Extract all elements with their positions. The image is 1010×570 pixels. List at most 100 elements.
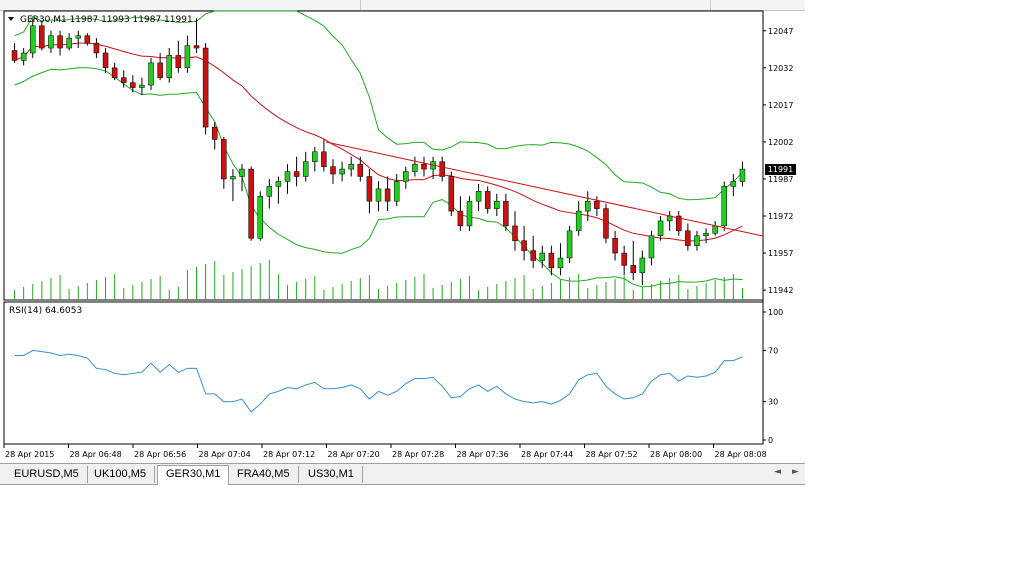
candle-body xyxy=(694,235,700,246)
rsi-line xyxy=(14,349,743,413)
candle-body xyxy=(603,208,609,239)
candle-body xyxy=(11,50,18,61)
moving-average xyxy=(14,42,743,242)
candle-body xyxy=(484,191,491,209)
candle-body xyxy=(230,176,236,180)
tab-fra40[interactable]: FRA40,M5 xyxy=(229,466,299,483)
candle-body xyxy=(566,230,573,259)
candle-body xyxy=(575,210,582,232)
candle-body xyxy=(330,166,336,175)
candle-body xyxy=(148,62,154,86)
volume-bars xyxy=(14,260,743,300)
candle-body xyxy=(357,163,364,177)
time-tick-label: 28 Apr 06:56 xyxy=(134,450,186,459)
candle-body xyxy=(312,151,318,162)
candle-body xyxy=(120,77,127,83)
candle-body xyxy=(93,42,100,54)
candle-body xyxy=(621,252,627,266)
candle-body xyxy=(594,200,600,209)
candle-body xyxy=(248,168,254,239)
time-tick-label: 28 Apr 07:52 xyxy=(586,450,638,459)
candle-body xyxy=(175,55,182,69)
rsi-tick-label: 30 xyxy=(768,398,778,407)
candle-body xyxy=(384,188,391,202)
candle-body xyxy=(66,37,72,49)
candle-body xyxy=(439,161,445,177)
candle-body xyxy=(557,257,564,269)
time-tick-label: 28 Apr 07:44 xyxy=(521,450,573,459)
chart-tab-bar: EURUSD,M5 UK100,M5 GER30,M1 FRA40,M5 US3… xyxy=(0,463,805,485)
candle-body xyxy=(202,47,209,128)
candle-body xyxy=(703,233,709,237)
tab-us30[interactable]: US30,M1 xyxy=(300,466,363,483)
time-tick-label: 28 Apr 2015 xyxy=(5,450,54,459)
scroll-right-icon[interactable]: ► xyxy=(792,467,799,477)
candle-body xyxy=(676,215,682,232)
current-price-label: 11991 xyxy=(765,164,796,175)
rsi-tick-label: 100 xyxy=(768,308,783,317)
price-tick-label: 11942 xyxy=(768,286,793,295)
time-tick-label: 28 Apr 07:12 xyxy=(263,450,315,459)
chevron-down-icon[interactable] xyxy=(8,17,14,21)
candle-body xyxy=(648,235,655,259)
time-tick-label: 28 Apr 07:28 xyxy=(392,450,444,459)
candle-body xyxy=(139,84,145,88)
candle-body xyxy=(48,35,54,49)
chart-canvas[interactable]: 12047 12032 12017 12002 11987 11972 11957 11942… xyxy=(0,0,805,463)
rsi-tick-label: 70 xyxy=(768,346,778,355)
candle-body xyxy=(184,45,191,69)
candle-body xyxy=(721,186,728,227)
candle-body xyxy=(57,35,63,49)
rsi-series xyxy=(14,349,743,413)
tab-eurusd[interactable]: EURUSD,M5 xyxy=(6,466,88,483)
lower-band xyxy=(14,67,743,288)
candle-body xyxy=(448,176,455,212)
candle-body xyxy=(494,200,500,209)
candle-body xyxy=(193,45,200,49)
time-tick-label: 28 Apr 07:36 xyxy=(457,450,509,459)
rsi-panel[interactable] xyxy=(3,301,764,445)
candle-body xyxy=(512,225,518,241)
candle-body xyxy=(375,188,382,202)
time-axis: 28 Apr 2015 28 Apr 06:48 28 Apr 06:56 28 Ap… xyxy=(3,444,767,459)
candle-body xyxy=(366,176,373,202)
price-panel[interactable] xyxy=(3,10,764,301)
rsi-axis: 100 70 30 0 xyxy=(763,308,783,445)
candle-body xyxy=(321,151,327,167)
candle-body xyxy=(612,237,618,254)
candle-body xyxy=(503,200,509,227)
candle-body xyxy=(712,225,718,234)
candle-body xyxy=(29,25,36,54)
candle-body xyxy=(39,25,45,49)
tab-uk100[interactable]: UK100,M5 xyxy=(86,466,155,483)
candle-body xyxy=(412,163,418,172)
candle-body xyxy=(685,230,691,246)
rsi-tick-label: 0 xyxy=(768,436,773,445)
price-tick-label: 11987 xyxy=(768,175,793,184)
candle-body xyxy=(521,240,527,251)
candle-body xyxy=(466,200,473,227)
price-axis: 12047 12032 12017 12002 11987 11972 11957 11942 xyxy=(763,27,793,295)
trend-line[interactable] xyxy=(325,141,764,237)
scroll-left-icon[interactable]: ◄ xyxy=(774,467,781,477)
rsi-title: RSI(14) 64.6053 xyxy=(9,306,82,316)
time-tick-label: 28 Apr 08:08 xyxy=(715,450,767,459)
candle-body xyxy=(339,168,345,175)
candle-body xyxy=(157,62,163,78)
candle-body xyxy=(266,186,273,197)
tab-ger30[interactable]: GER30,M1 xyxy=(157,465,230,485)
candle-body xyxy=(75,35,81,39)
time-tick-label: 28 Apr 07:04 xyxy=(199,450,251,459)
candle-body xyxy=(730,181,737,187)
candle-body xyxy=(239,168,245,177)
candle-body xyxy=(166,55,172,78)
main-chart-title: GER30,M1 11987 11993 11987 11991 xyxy=(20,15,193,25)
candle-body xyxy=(257,196,263,239)
candle-body xyxy=(302,161,309,177)
candle-body xyxy=(393,181,400,202)
price-tick-label: 12032 xyxy=(768,64,793,73)
candle-body xyxy=(284,171,291,182)
price-tick-label: 11972 xyxy=(768,212,793,221)
time-tick-label: 28 Apr 06:48 xyxy=(70,450,122,459)
candle-body xyxy=(130,82,136,88)
